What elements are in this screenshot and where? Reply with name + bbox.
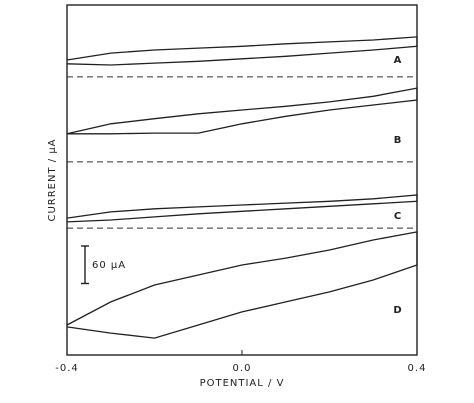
y-axis-label: CURRENT / μA — [47, 138, 58, 221]
cv-curve — [66, 87, 418, 135]
cv-curve — [66, 194, 418, 223]
x-tick-label: -0.4 — [55, 363, 79, 374]
curve-label: C — [394, 211, 402, 222]
curve-label: D — [393, 305, 402, 316]
cv-curve — [66, 36, 418, 66]
scale-bar-label: 60 μA — [92, 260, 126, 271]
curve-label: B — [394, 135, 403, 146]
x-tick-label: 0.0 — [233, 363, 252, 374]
cv-curve — [66, 231, 418, 339]
plot-frame — [66, 4, 418, 356]
x-tick-label: 0.4 — [408, 363, 427, 374]
curve-label: A — [394, 55, 403, 66]
x-axis-label: POTENTIAL / V — [200, 378, 285, 389]
